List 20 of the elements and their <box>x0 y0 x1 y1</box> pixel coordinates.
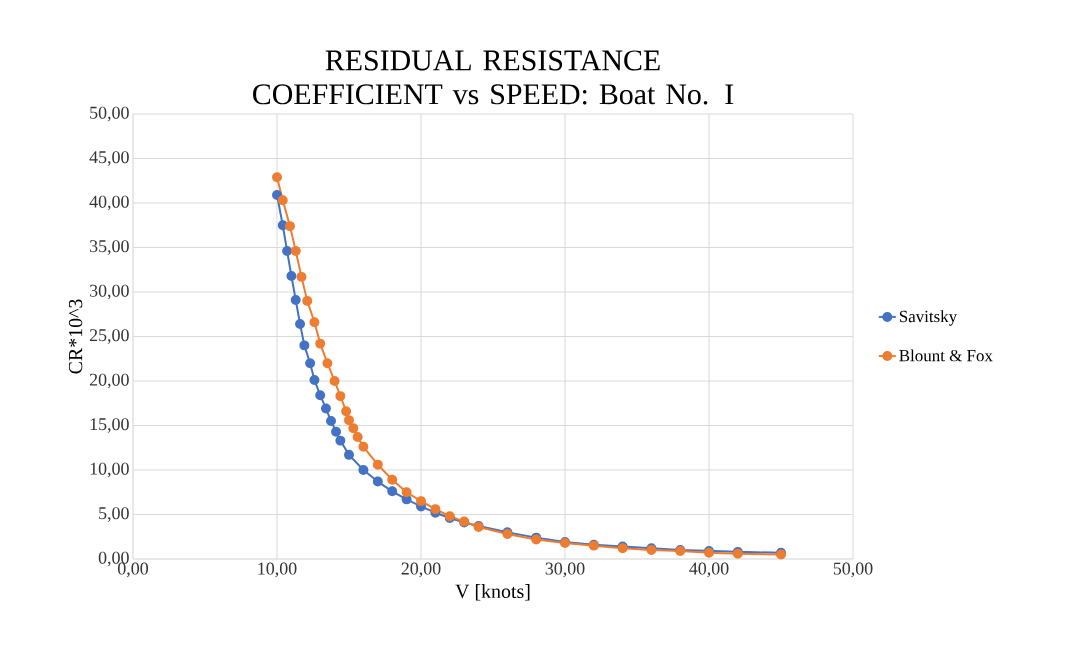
y-tick-label: 40,00 <box>89 195 129 211</box>
y-tick-label: 20,00 <box>89 373 129 389</box>
x-tick-label: 10,00 <box>258 562 297 578</box>
legend-label: Savitsky <box>899 310 958 326</box>
x-tick-label: 50,00 <box>833 562 873 578</box>
y-tick-label: 25,00 <box>89 329 129 344</box>
x-tick-label: 40,00 <box>689 562 729 578</box>
legend-label: Blount & Fox <box>899 349 993 362</box>
y-tick-label: 45,00 <box>89 151 129 166</box>
x-tick-label: 20,00 <box>401 562 441 578</box>
y-axis-title: CR*10^3 <box>68 299 83 374</box>
y-tick-label: 15,00 <box>90 418 129 433</box>
x-tick-label: 30,00 <box>545 562 585 578</box>
y-tick-label: 5,00 <box>99 507 129 522</box>
y-tick-label: 35,00 <box>90 240 129 255</box>
chart-title: RESIDUAL RESISTANCE COEFFICIENT vs SPEED: Boat No. I <box>253 50 734 105</box>
x-axis-title: V [knots] <box>455 584 530 601</box>
y-tick-label: 50,00 <box>90 106 129 122</box>
y-tick-label: 10,00 <box>90 462 129 478</box>
y-tick-label: 30,00 <box>90 284 129 300</box>
